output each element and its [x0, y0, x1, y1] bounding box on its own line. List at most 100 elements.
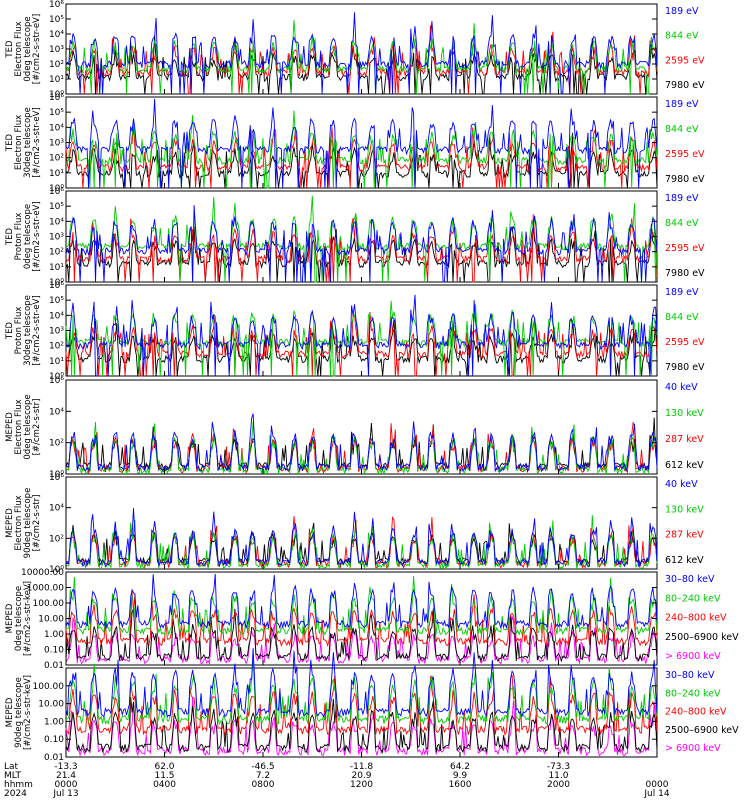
legend-label: 30–80 keV — [665, 574, 715, 585]
x-tick-hhmm: 0000 — [55, 780, 78, 790]
x-tick-lat: 64.2 — [450, 762, 470, 772]
legend-label: 844 eV — [665, 312, 699, 323]
legend-label: 7980 eV — [665, 80, 705, 91]
y-axis-label: Electron Flux — [14, 21, 24, 76]
series-line-3 — [65, 110, 658, 189]
legend-label: 2500–6900 keV — [665, 725, 739, 736]
y-tick-label: 10⁴ — [49, 311, 64, 321]
legend-label: 240–800 keV — [665, 613, 727, 624]
legend-label: 30–80 keV — [665, 670, 715, 681]
y-tick-label: 1.00 — [44, 630, 64, 640]
series-line-1 — [65, 222, 658, 283]
y-tick-label: 10⁶ — [49, 281, 64, 291]
y-tick-label: 10⁴ — [49, 30, 64, 40]
y-tick-label: 10² — [49, 439, 64, 449]
y-tick-label: 100.00 — [33, 682, 65, 692]
y-axis-label: Proton Flux — [14, 213, 24, 261]
panel-3: 10⁰ 10¹ 10² 10³ 10⁴ 10⁵ 10⁶ TED Proton Flux 0deg … — [5, 187, 705, 288]
legend-label: 240–800 keV — [665, 707, 727, 718]
y-tick-label: 10⁶ — [49, 376, 64, 386]
y-axis-label: TED — [5, 133, 15, 152]
x-tick-mlt: 9.9 — [453, 771, 468, 781]
legend-label: 2595 eV — [665, 149, 705, 160]
series-line-2 — [65, 126, 658, 189]
y-tick-label: 10⁰ — [49, 565, 64, 575]
y-tick-label: 10³ — [49, 327, 64, 337]
legend-label: 7980 eV — [665, 268, 705, 279]
x-row-label: Lat — [4, 762, 19, 772]
y-axis-label: 30deg telescope — [23, 295, 33, 366]
x-tick-hhmm: 1600 — [449, 780, 472, 790]
y-tick-label: 10⁴ — [49, 217, 64, 227]
series-line-4 — [65, 98, 658, 189]
legend-label: 189 eV — [665, 99, 699, 110]
y-tick-label: 0.01 — [44, 753, 64, 763]
series-line-4 — [65, 508, 658, 568]
x-row-label: MLT — [4, 771, 22, 781]
x-tick-lat: -11.8 — [350, 762, 374, 772]
y-tick-label: 10¹ — [49, 169, 64, 179]
y-axis-label: [#/cm2-s-str-eV] — [32, 295, 42, 365]
y-tick-label: 10⁶ — [49, 93, 64, 103]
x-row-label: hhmm — [4, 780, 33, 790]
y-axis-label: 90deg telescope — [23, 488, 33, 559]
y-axis-label: 0deg telescope — [23, 16, 33, 81]
y-tick-label: 10.00 — [38, 615, 64, 625]
series-line-1 — [65, 35, 658, 95]
legend-label: 7980 eV — [665, 362, 705, 373]
y-tick-label: 10⁴ — [49, 123, 64, 133]
y-tick-label: 10² — [49, 342, 64, 352]
series-line-2 — [65, 214, 658, 283]
series-line-1 — [65, 318, 658, 377]
y-axis-label: MEPED — [5, 508, 15, 538]
series-line-4 — [65, 294, 658, 377]
legend-label: 40 keV — [665, 382, 698, 393]
y-axis-label: [#/cm2-s-str-keV] — [23, 581, 33, 656]
y-axis-label: TED — [5, 40, 15, 59]
y-tick-label: 0.10 — [44, 646, 64, 656]
y-tick-label: 10² — [49, 248, 64, 258]
y-tick-label: 10⁵ — [49, 15, 64, 25]
series-line-4 — [65, 576, 658, 637]
legend-label: 189 eV — [665, 287, 699, 298]
y-axis-label: 0deg telescope — [14, 586, 24, 651]
x-tick-hhmm: 0400 — [153, 780, 176, 790]
x-tick-mlt: 20.9 — [351, 771, 371, 781]
legend-label: 2595 eV — [665, 55, 705, 66]
y-tick-label: 10³ — [49, 233, 64, 243]
legend-label: 844 eV — [665, 31, 699, 42]
series-line-3 — [65, 300, 658, 377]
y-axis-label: 90deg telescope — [14, 677, 24, 748]
legend-label: 130 keV — [665, 408, 704, 419]
y-tick-label: 10⁴ — [49, 504, 64, 514]
legend-label: > 6900 keV — [665, 743, 721, 754]
y-tick-label: 10⁶ — [49, 0, 64, 10]
x-tick-lat: -73.3 — [547, 762, 570, 772]
y-tick-label: 1000.00 — [27, 584, 64, 594]
y-tick-label: 100.00 — [33, 599, 65, 609]
y-tick-label: 10000.00 — [21, 568, 64, 578]
panel-frame — [65, 3, 658, 95]
legend-label: 287 keV — [665, 434, 704, 445]
y-axis-label: [#/cm2-s-str-eV] — [32, 107, 42, 177]
x-tick-mlt: 11.0 — [548, 771, 568, 781]
y-tick-label: 10² — [49, 534, 64, 544]
series-line-4 — [65, 659, 658, 726]
panel-6: 10⁰ 10² 10⁴ 10⁶ MEPED Electron Flux 90deg tele… — [5, 473, 704, 575]
y-axis-label: [#/cm2-s-str] — [32, 399, 42, 456]
y-tick-label: 0.10 — [44, 735, 64, 745]
series-line-5 — [65, 648, 658, 718]
legend-label: 40 keV — [665, 479, 698, 490]
legend-label: 130 keV — [665, 504, 704, 515]
legend-label: 2595 eV — [665, 337, 705, 348]
legend-label: 844 eV — [665, 218, 699, 229]
y-tick-label: 10⁰ — [49, 372, 64, 382]
panel-2: 10⁰ 10¹ 10² 10³ 10⁴ 10⁵ 10⁶ TED Electron Flux 30d… — [5, 93, 705, 194]
y-axis-label: 0deg telescope — [23, 394, 33, 459]
y-tick-label: 10⁴ — [49, 407, 64, 417]
y-tick-label: 10⁰ — [49, 90, 64, 100]
x-tick-hhmm: 1200 — [350, 780, 373, 790]
y-axis-label: Electron Flux — [14, 115, 24, 170]
x-tick-date: Jul 14 — [643, 789, 669, 799]
y-tick-label: 10² — [49, 60, 64, 70]
